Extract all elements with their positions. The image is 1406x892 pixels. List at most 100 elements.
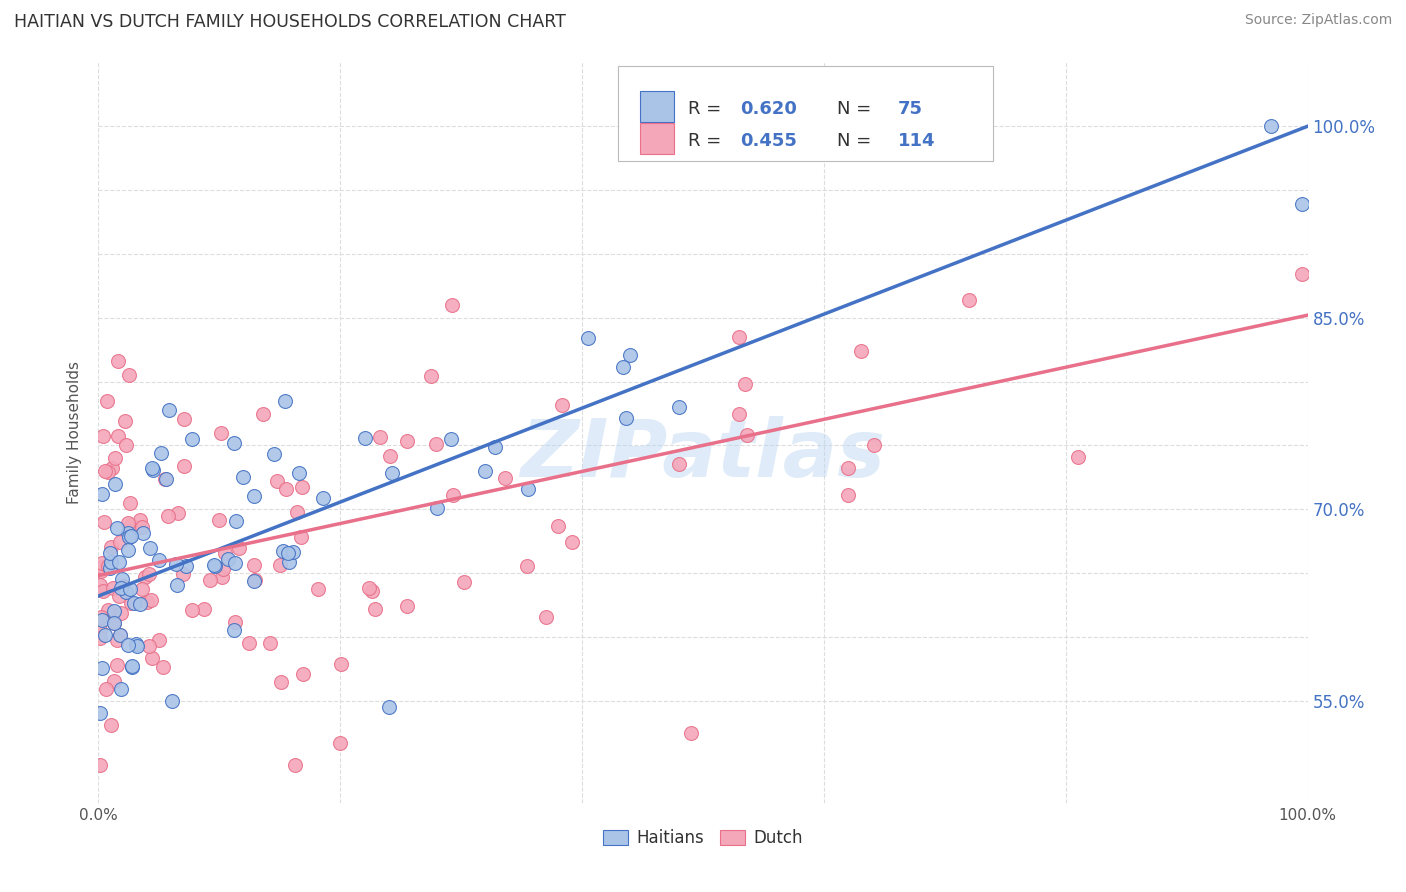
Point: [243, 558, 266, 572]
Point: [180, 432, 202, 446]
Point: [484, 441, 506, 455]
Point: [117, 543, 139, 558]
Point: [103, 616, 125, 631]
Text: 114: 114: [897, 132, 935, 150]
Point: [100, 717, 122, 731]
Point: [103, 673, 125, 688]
Point: [561, 535, 583, 549]
Point: [547, 519, 569, 533]
Point: [181, 603, 204, 617]
Point: [211, 570, 233, 584]
Text: N =: N =: [837, 132, 872, 150]
Point: [98, 561, 121, 575]
Point: [91, 584, 114, 599]
Point: [138, 640, 160, 654]
Point: [368, 430, 391, 444]
Point: [1260, 119, 1282, 133]
Point: [290, 530, 312, 544]
Point: [277, 546, 299, 560]
Point: [728, 407, 751, 421]
Point: [270, 674, 292, 689]
Point: [440, 298, 463, 312]
Point: [198, 573, 221, 587]
Point: [96, 394, 118, 409]
Text: 0.620: 0.620: [741, 100, 797, 118]
Point: [105, 633, 128, 648]
Point: [735, 428, 758, 442]
Point: [128, 597, 150, 611]
Point: [122, 596, 145, 610]
Point: [98, 546, 121, 560]
Point: [283, 545, 305, 559]
Point: [89, 632, 111, 646]
Point: [120, 529, 142, 543]
Point: [110, 606, 132, 620]
Point: [612, 359, 634, 374]
Point: [172, 566, 194, 581]
Point: [91, 661, 114, 675]
Point: [243, 573, 266, 587]
Point: [110, 534, 132, 549]
Point: [728, 330, 751, 344]
Point: [668, 400, 690, 414]
Point: [419, 369, 441, 384]
Point: [93, 429, 115, 443]
Point: [516, 558, 538, 573]
FancyBboxPatch shape: [640, 91, 673, 122]
Point: [474, 464, 496, 478]
Point: [516, 482, 538, 496]
Point: [440, 432, 463, 446]
Point: [453, 574, 475, 589]
Point: [1291, 197, 1313, 211]
Point: [176, 558, 198, 573]
Point: [110, 628, 132, 642]
Point: [108, 590, 131, 604]
Point: [204, 558, 226, 572]
Point: [134, 570, 156, 584]
Point: [100, 555, 122, 569]
Point: [97, 559, 120, 574]
Point: [217, 552, 239, 566]
Point: [271, 544, 294, 558]
Point: [149, 445, 172, 459]
Point: [100, 540, 122, 554]
Point: [242, 489, 264, 503]
Point: [103, 581, 125, 595]
Point: [616, 411, 638, 425]
Point: [238, 635, 260, 649]
Point: [837, 461, 859, 475]
Point: [193, 602, 215, 616]
Point: [263, 447, 285, 461]
Point: [354, 431, 377, 445]
Point: [107, 658, 129, 673]
Point: [136, 595, 159, 609]
Point: [209, 426, 232, 441]
Point: [93, 516, 115, 530]
Point: [357, 581, 380, 595]
Point: [165, 558, 187, 572]
Point: [117, 516, 139, 530]
Point: [90, 610, 112, 624]
Text: R =: R =: [689, 100, 727, 118]
Point: [117, 368, 139, 382]
Point: [232, 470, 254, 484]
Point: [139, 541, 162, 556]
Point: [225, 515, 247, 529]
Point: [121, 659, 143, 673]
Point: [329, 736, 352, 750]
Point: [285, 505, 308, 519]
Point: [395, 599, 418, 614]
Point: [117, 526, 139, 541]
Point: [360, 583, 382, 598]
Point: [377, 700, 399, 714]
Point: [90, 564, 112, 578]
Point: [228, 541, 250, 555]
Point: [274, 393, 297, 408]
Point: [208, 513, 231, 527]
Point: [167, 507, 190, 521]
Point: [103, 604, 125, 618]
Point: [312, 491, 335, 505]
Point: [110, 628, 132, 642]
Point: [107, 353, 129, 368]
Point: [837, 488, 859, 502]
